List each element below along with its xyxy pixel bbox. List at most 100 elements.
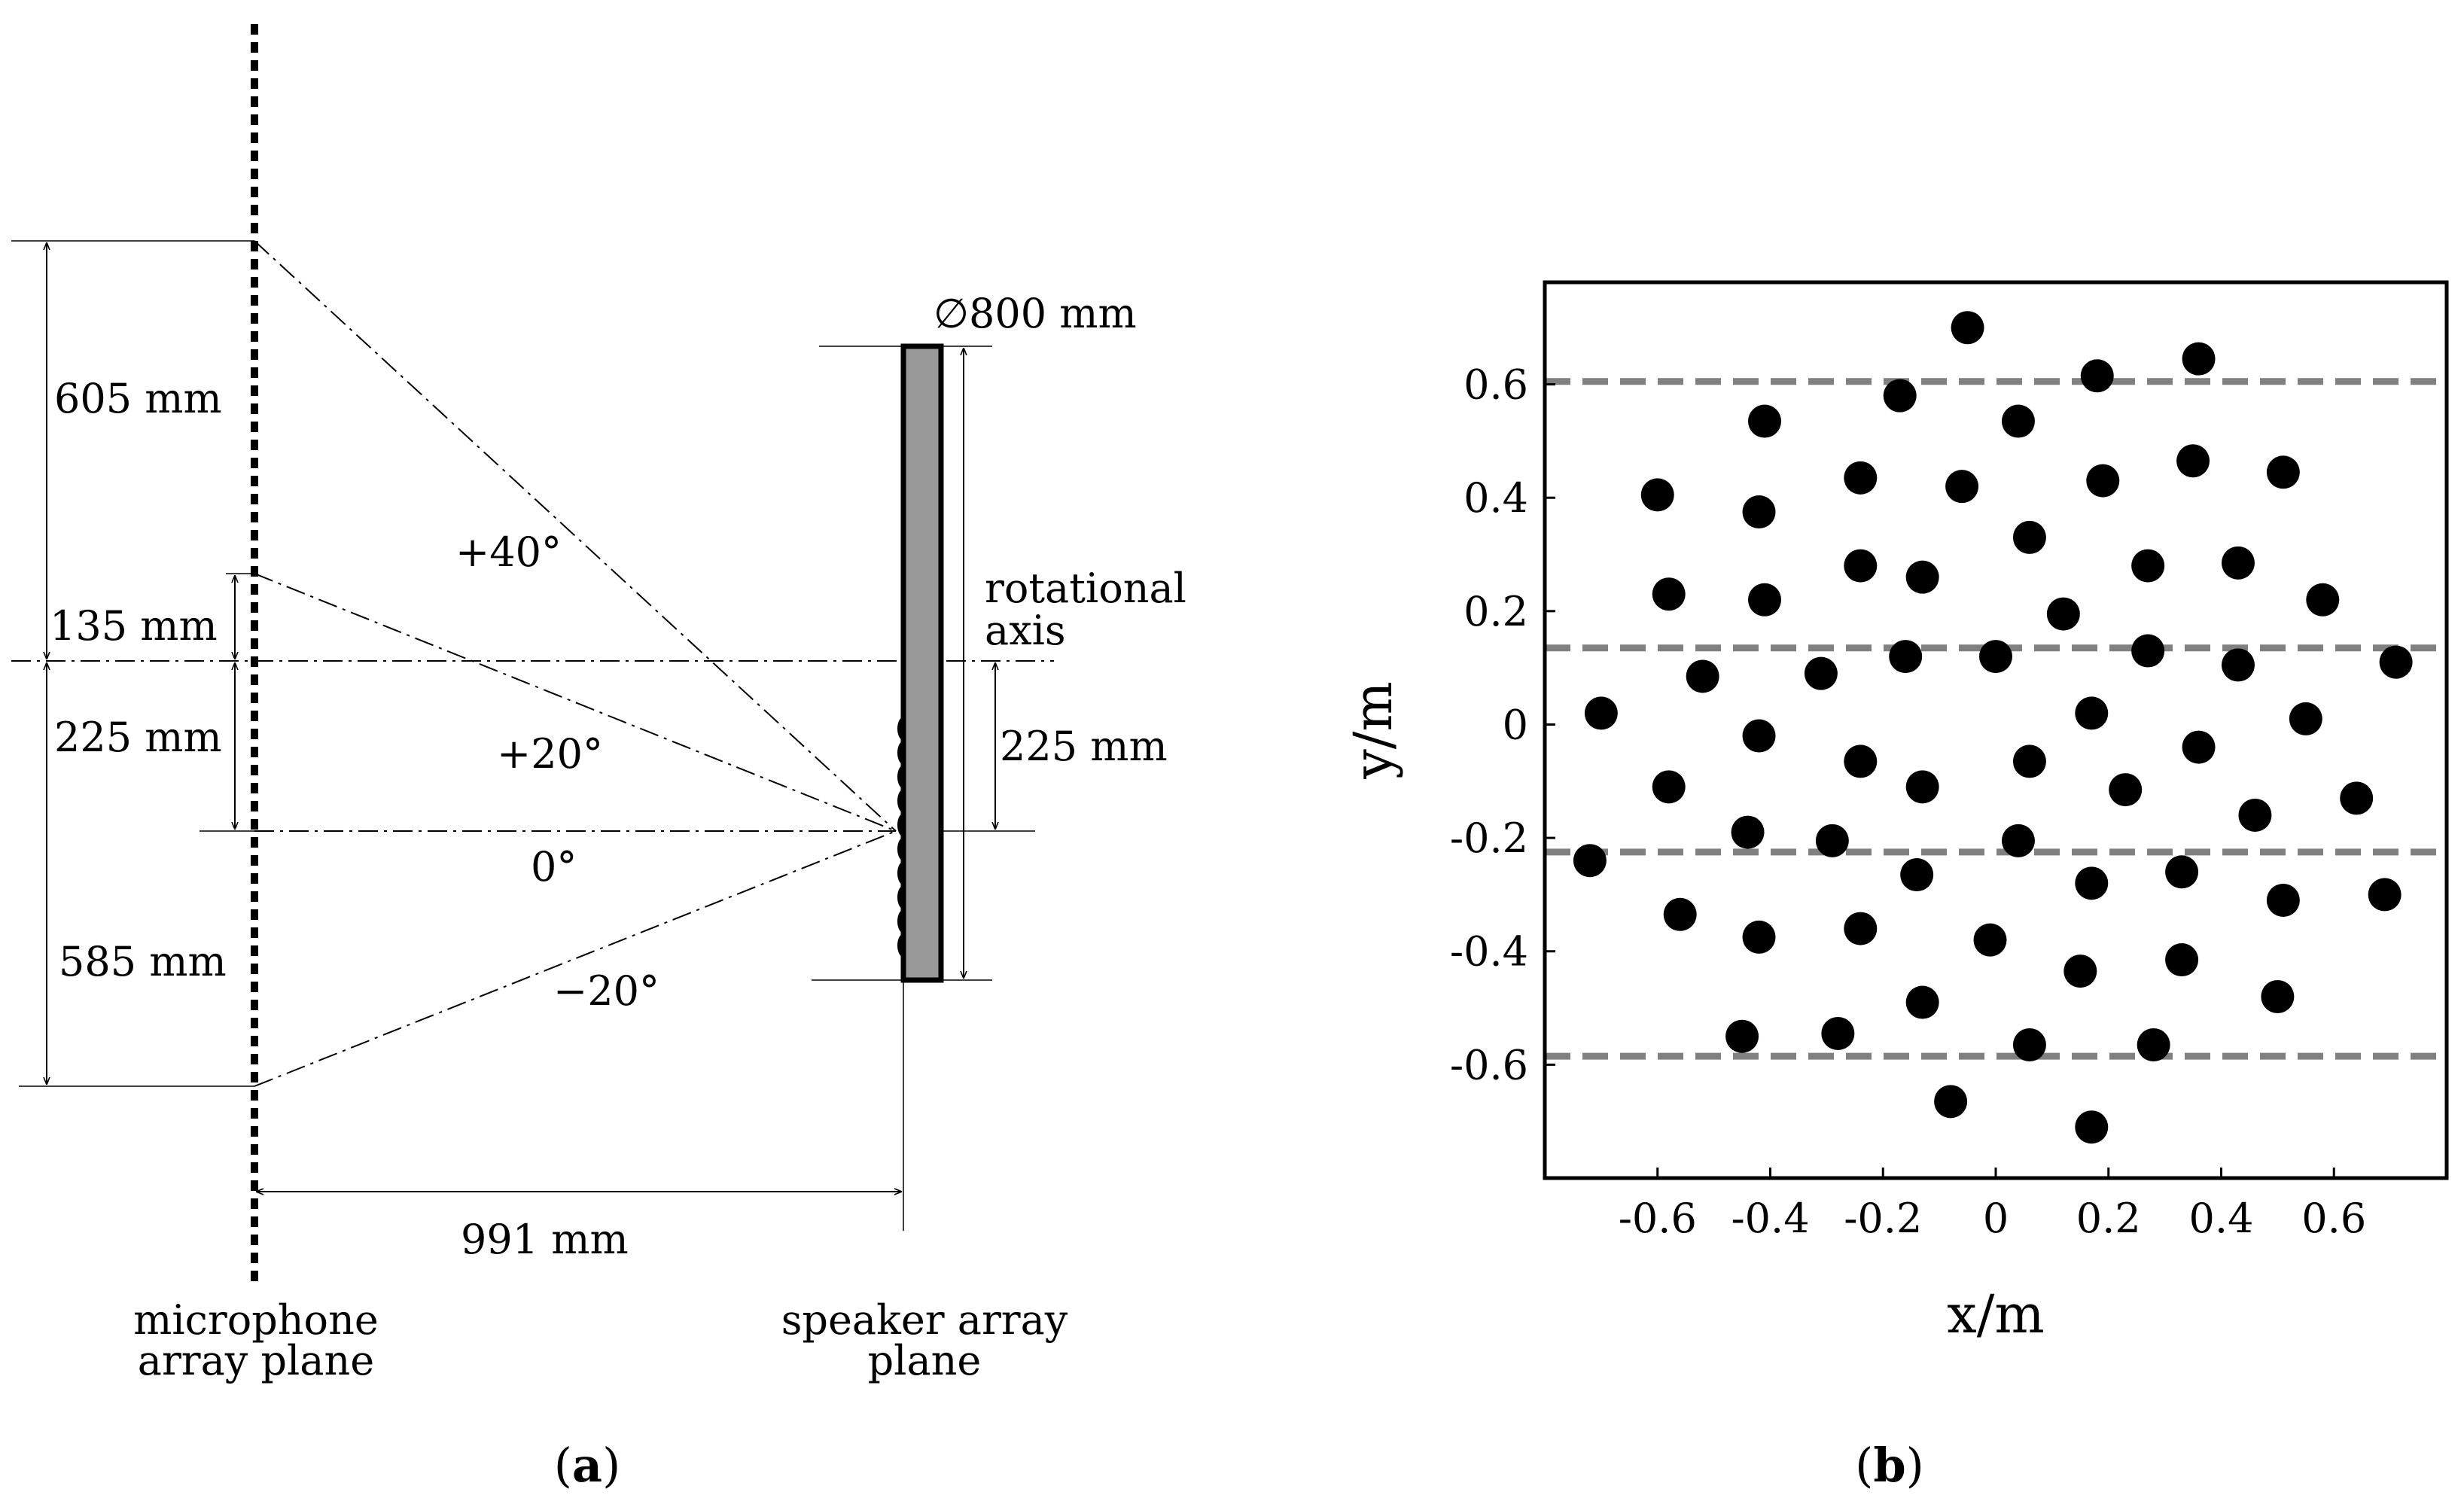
mic-point-32: [1742, 719, 1776, 753]
mic-point-25: [2221, 648, 2255, 682]
ray-plus20: [254, 573, 897, 832]
x-tick-label-3: 0: [1983, 1195, 2009, 1242]
y-tick-label-1: 0.4: [1463, 474, 1528, 522]
mic-point-36: [1652, 770, 1686, 804]
mic-point-46: [1900, 858, 1934, 892]
mic-point-28: [1804, 656, 1838, 690]
mic-point-10: [1945, 470, 1979, 504]
mic-point-21: [2046, 597, 2080, 631]
speaker-array: [897, 343, 944, 983]
dimension-arrows: [47, 242, 995, 1192]
x-tick-label-1: -0.4: [1731, 1195, 1809, 1242]
rotational-axis-label-line2: axis: [985, 607, 1066, 654]
mic-point-0: [1951, 311, 1984, 345]
mic-point-15: [2131, 549, 2165, 583]
mic-point-8: [2086, 464, 2120, 498]
x-tick-label-0: -0.6: [1619, 1195, 1697, 1242]
mic-point-29: [1584, 696, 1618, 730]
mic-point-45: [2165, 855, 2199, 889]
mic-point-13: [2012, 520, 2046, 554]
y-tick-label-4: -0.2: [1450, 814, 1528, 862]
x-tick-label-5: 0.4: [2189, 1195, 2254, 1242]
mic-point-12: [1742, 495, 1776, 529]
mic-point-56: [1905, 985, 1939, 1019]
mic-point-24: [2131, 634, 2165, 668]
mic-point-1: [2182, 342, 2216, 376]
mic-point-50: [1663, 897, 1697, 931]
microphone-positions: [1573, 311, 2413, 1144]
diameter-label: ∅800 mm: [934, 290, 1137, 337]
mic-point-44: [1573, 844, 1607, 878]
dim-label-225-left: 225 mm: [54, 714, 222, 761]
dim-label-135: 135 mm: [50, 602, 218, 650]
mic-point-34: [1844, 744, 1878, 778]
speaker-array-plate: [900, 343, 944, 983]
y-axis-label: y/m: [1342, 681, 1404, 780]
mic-point-33: [2182, 730, 2216, 764]
mic-point-49: [2266, 883, 2300, 917]
mic-point-57: [2261, 979, 2295, 1013]
mic-point-20: [2306, 583, 2340, 617]
y-tick-label-5: -0.4: [1450, 928, 1528, 976]
angle-rays: [254, 240, 897, 1087]
mic-point-58: [1725, 1019, 1759, 1053]
mic-point-7: [1844, 461, 1878, 495]
y-tick-label-2: 0.2: [1463, 588, 1528, 635]
mic-point-55: [2063, 955, 2097, 988]
panel-b-microphone-layout-plot: -0.6 -0.4 -0.2 0 0.2 0.4 0.6 0.6 0.4 0.2 0 -0.2 -0.…: [1342, 280, 2449, 1493]
x-axis-label: x/m: [1947, 1283, 2044, 1345]
mic-point-40: [2238, 798, 2272, 832]
dim-label-585: 585 mm: [59, 938, 227, 985]
mic-point-16: [2221, 546, 2255, 580]
mic-point-14: [1844, 549, 1878, 583]
mic-point-41: [1731, 815, 1765, 849]
mic-point-51: [1844, 912, 1878, 945]
spk-plane-label-line2: plane: [868, 1337, 982, 1384]
mic-point-3: [1883, 379, 1917, 413]
y-ticks: 0.6 0.4 0.2 0 -0.2 -0.4 -0.6: [1450, 361, 1555, 1088]
mic-point-61: [2137, 1028, 2170, 1062]
angle-label-minus20: −20°: [553, 967, 659, 1015]
mic-point-19: [1748, 583, 1782, 617]
y-tick-label-6: -0.6: [1450, 1041, 1528, 1088]
mic-point-38: [2109, 773, 2143, 807]
mic-point-9: [2266, 455, 2300, 489]
x-tick-label-6: 0.6: [2301, 1195, 2366, 1242]
mic-point-48: [2368, 878, 2402, 912]
y-tick-label-0: 0.6: [1463, 361, 1528, 409]
mic-point-42: [1815, 824, 1849, 857]
mic-point-54: [2165, 943, 2199, 977]
x-ticks: -0.6 -0.4 -0.2 0 0.2 0.4 0.6: [1619, 1168, 2366, 1242]
spk-plane-label-line1: speaker array: [781, 1296, 1068, 1344]
mic-point-4: [1748, 404, 1782, 438]
caption-b: (b): [1855, 1438, 1924, 1493]
mic-point-31: [2289, 702, 2322, 735]
mic-point-22: [1889, 640, 1923, 674]
mic-point-59: [1821, 1016, 1855, 1050]
mic-point-6: [2176, 444, 2210, 478]
mic-point-43: [2001, 824, 2035, 857]
mic-point-27: [1686, 659, 1719, 693]
mic-point-47: [2075, 866, 2109, 900]
mic-point-53: [1973, 923, 2007, 957]
dim-label-225-right: 225 mm: [1000, 723, 1168, 770]
rotational-axis-label-line1: rotational: [985, 565, 1186, 612]
ray-plus40: [254, 240, 897, 832]
panel-a-labels: 605 mm 135 mm 225 mm 585 mm 991 mm 225 m…: [50, 290, 1186, 1493]
angle-label-plus20: +20°: [497, 730, 603, 778]
mic-plane-label-line2: array plane: [138, 1337, 374, 1384]
mic-point-52: [1742, 920, 1776, 954]
mic-point-37: [1905, 770, 1939, 804]
mic-point-60: [2012, 1028, 2046, 1062]
x-tick-label-4: 0.2: [2076, 1195, 2141, 1242]
mic-point-63: [2075, 1110, 2109, 1144]
mic-point-62: [1934, 1085, 1968, 1119]
angle-label-plus40: +40°: [455, 528, 562, 576]
mic-point-2: [2080, 359, 2114, 393]
mic-point-30: [2075, 696, 2109, 730]
panel-a-setup-diagram: 605 mm 135 mm 225 mm 585 mm 991 mm 225 m…: [11, 24, 1186, 1493]
mic-point-39: [2340, 781, 2374, 815]
x-tick-label-2: -0.2: [1844, 1195, 1922, 1242]
mic-point-5: [2001, 404, 2035, 438]
